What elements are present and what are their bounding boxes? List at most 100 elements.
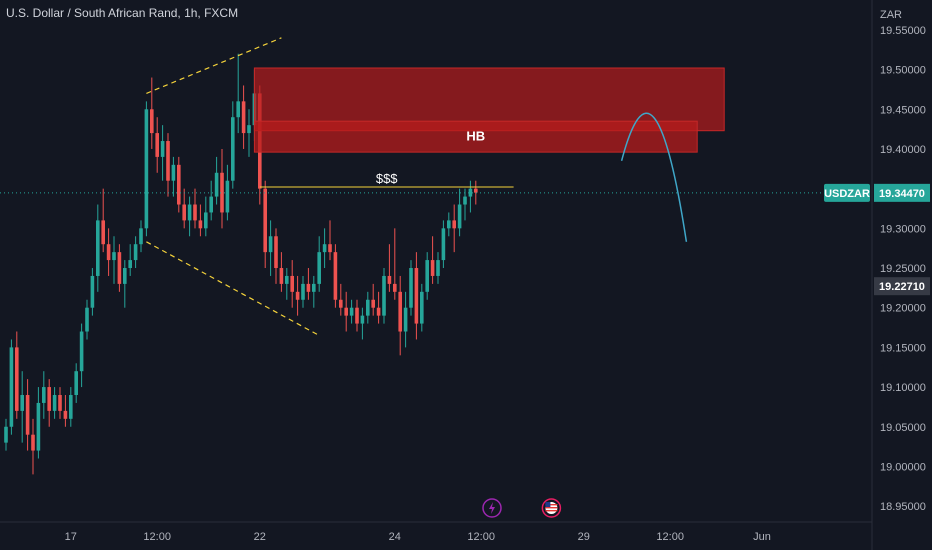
candle bbox=[382, 268, 386, 324]
candle-body bbox=[209, 196, 213, 213]
candle-body bbox=[101, 220, 105, 245]
y-tick-label: 19.40000 bbox=[880, 144, 926, 156]
candle bbox=[360, 307, 365, 340]
candle-body bbox=[85, 307, 89, 332]
candle-body bbox=[139, 228, 143, 245]
candle bbox=[79, 323, 84, 388]
candle bbox=[58, 387, 62, 419]
candle bbox=[387, 244, 392, 292]
candle bbox=[344, 291, 348, 332]
candle bbox=[268, 220, 273, 276]
y-tick-label: 19.45000 bbox=[880, 104, 926, 116]
candle-body bbox=[436, 260, 440, 276]
candle bbox=[25, 379, 30, 451]
candle-body bbox=[355, 307, 359, 324]
candle-body bbox=[398, 291, 402, 332]
candle bbox=[452, 204, 456, 253]
candle bbox=[279, 252, 284, 292]
candle-body bbox=[474, 188, 478, 193]
candle bbox=[128, 244, 132, 276]
candle bbox=[290, 260, 294, 308]
us-flag-icon[interactable] bbox=[541, 498, 562, 518]
candle bbox=[420, 283, 424, 332]
candle bbox=[74, 363, 78, 403]
supply-zone-inner[interactable] bbox=[253, 120, 698, 153]
candle-body bbox=[376, 307, 381, 316]
x-tick-label: 24 bbox=[389, 531, 401, 543]
candle-body bbox=[344, 307, 348, 316]
candle-body bbox=[150, 109, 154, 134]
candle-body bbox=[20, 395, 24, 411]
liquidity-label: $$$ bbox=[376, 171, 398, 186]
y-tick-label: 18.95000 bbox=[880, 501, 926, 513]
candle-body bbox=[4, 426, 8, 443]
candle-body bbox=[301, 283, 305, 300]
candle bbox=[371, 283, 375, 316]
candle bbox=[204, 196, 208, 237]
candle-body bbox=[247, 125, 251, 134]
price-tag bbox=[874, 277, 930, 296]
candle-body bbox=[90, 275, 95, 308]
y-tick-label: 19.50000 bbox=[880, 65, 926, 77]
event-markers[interactable] bbox=[482, 498, 562, 518]
trend-line-lower[interactable] bbox=[146, 241, 320, 337]
candle bbox=[166, 133, 170, 197]
candle bbox=[463, 188, 467, 221]
candle-body bbox=[225, 180, 230, 213]
candle-body bbox=[236, 101, 240, 118]
candle-body bbox=[144, 109, 149, 229]
candle bbox=[355, 299, 359, 332]
candle bbox=[366, 291, 370, 324]
candle bbox=[409, 260, 413, 316]
candle-body bbox=[322, 244, 327, 253]
x-tick-label: 12:00 bbox=[143, 531, 171, 543]
candle-body bbox=[112, 252, 116, 261]
candle bbox=[63, 395, 68, 427]
candle-body bbox=[403, 307, 408, 332]
lightning-icon[interactable] bbox=[482, 498, 502, 518]
candle-body bbox=[349, 307, 354, 316]
candle bbox=[393, 228, 397, 300]
candle-body bbox=[306, 283, 311, 292]
candle bbox=[177, 156, 181, 213]
candle bbox=[47, 379, 51, 427]
candle-body bbox=[15, 347, 19, 411]
symbol-tag bbox=[824, 183, 870, 202]
candle-body bbox=[420, 291, 424, 324]
y-tick-label: 19.05000 bbox=[880, 422, 926, 434]
candle-body bbox=[414, 268, 419, 324]
candle bbox=[247, 109, 251, 157]
price-tag-value: 19.34470 bbox=[879, 188, 925, 200]
candle-body bbox=[387, 275, 392, 284]
candle bbox=[112, 236, 116, 284]
candle-body bbox=[468, 188, 473, 197]
candle bbox=[90, 268, 95, 316]
zone-label: HB bbox=[466, 129, 485, 144]
projection-curve[interactable] bbox=[620, 112, 688, 242]
candle-body bbox=[441, 228, 446, 261]
candle bbox=[322, 228, 327, 269]
candle bbox=[20, 371, 24, 443]
candle bbox=[441, 220, 446, 269]
x-tick-label: 17 bbox=[65, 531, 77, 543]
trend-line-upper[interactable] bbox=[146, 37, 282, 94]
candle-body bbox=[231, 117, 235, 181]
flag-stripe bbox=[545, 507, 558, 509]
candle-body bbox=[452, 220, 456, 229]
chart-title: U.S. Dollar / South African Rand, 1h, FX… bbox=[6, 6, 239, 20]
candle-body bbox=[214, 172, 219, 197]
candle bbox=[198, 204, 203, 237]
candle-body bbox=[166, 141, 170, 181]
candle bbox=[36, 387, 41, 459]
time-axis[interactable]: 17 12:00 22 24 12:00 29 12:00 Jun bbox=[65, 531, 771, 543]
price-axis[interactable]: ZAR19.5500019.5000019.4500019.4000019.35… bbox=[824, 9, 930, 513]
candle bbox=[133, 236, 138, 269]
supply-zone-outer[interactable] bbox=[253, 67, 725, 132]
candle-body bbox=[193, 204, 197, 221]
candle-body bbox=[263, 188, 267, 253]
candle bbox=[436, 252, 440, 284]
price-tag bbox=[874, 183, 930, 202]
candle bbox=[333, 244, 338, 308]
candle-body bbox=[155, 133, 159, 157]
